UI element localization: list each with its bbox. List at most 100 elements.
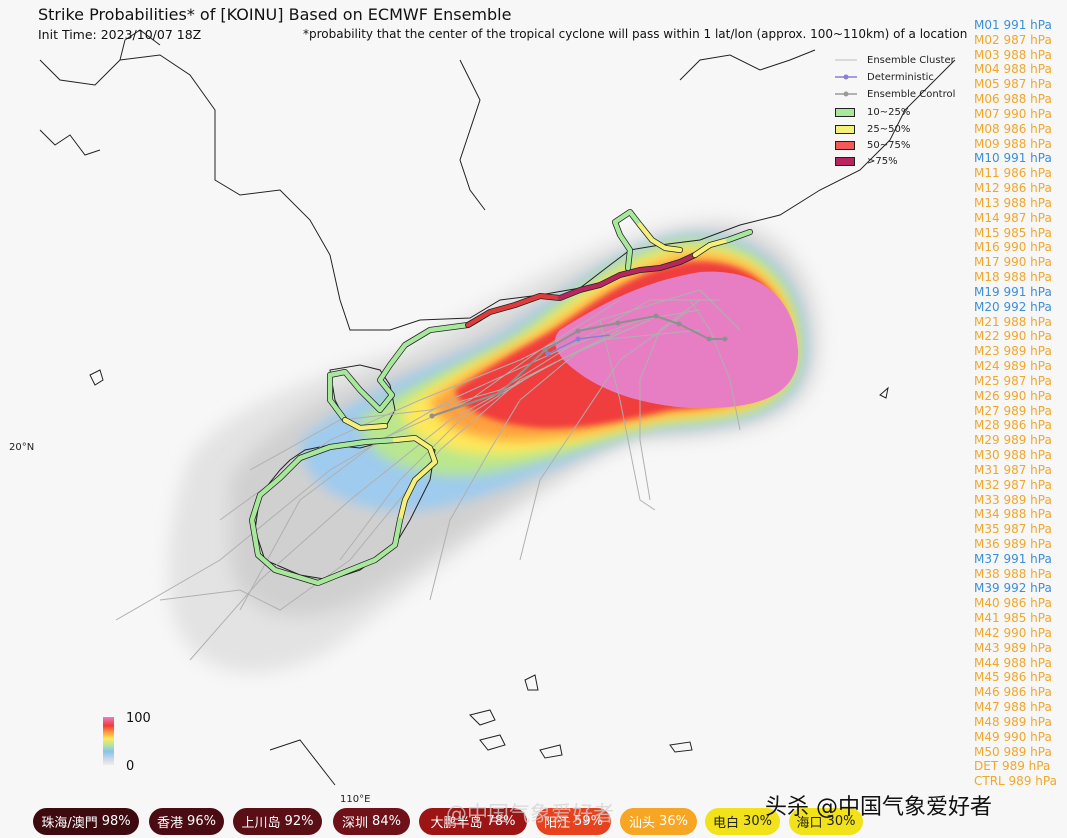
city-probability-badge: 深圳 84% [333, 808, 410, 835]
city-name: 上川岛 [241, 816, 281, 831]
city-probability-value: 98% [101, 814, 131, 829]
member-pressure-item: M30 988 hPa [974, 448, 1052, 463]
longitude-label: 110°E [340, 794, 371, 805]
city-probability-value: 36% [659, 814, 688, 829]
legend-item-over-75: >75% [835, 154, 898, 168]
city-probability-badge: 海口 30% [789, 808, 863, 835]
member-pressure-item: M08 986 hPa [974, 121, 1052, 136]
member-pressure-item: M33 989 hPa [974, 492, 1052, 507]
member-pressure-item: M50 989 hPa [974, 744, 1052, 759]
city-probability-badge: 阳江 59% [536, 808, 611, 835]
probability-colorbar [103, 717, 114, 765]
ensemble-control-track [429, 313, 728, 419]
legend-item-deterministic: Deterministic [835, 70, 934, 84]
city-probability-badge: 上川岛 92% [233, 808, 322, 835]
member-pressure-item: CTRL 989 hPa [974, 774, 1057, 789]
legend-item-25-50: 25~50% [835, 122, 910, 136]
swatch-icon [835, 124, 855, 134]
city-probability-value: 84% [372, 814, 401, 829]
coastal-probability-outline [249, 209, 753, 586]
member-pressure-item: M21 988 hPa [974, 314, 1052, 329]
ensemble-cluster-tracks [115, 289, 741, 661]
member-pressure-item: M44 988 hPa [974, 655, 1052, 670]
legend-label: Ensemble Control [867, 88, 956, 100]
swatch-icon [835, 140, 855, 150]
city-name: 电白 [713, 816, 740, 831]
member-pressure-item: M48 989 hPa [974, 714, 1052, 729]
member-pressure-item: M24 989 hPa [974, 359, 1052, 374]
member-pressure-item: M05 987 hPa [974, 77, 1052, 92]
credit-watermark: 头杀 @中国气象爱好者 [765, 795, 992, 820]
member-pressure-item: M16 990 hPa [974, 240, 1052, 255]
member-pressure-item: M28 986 hPa [974, 418, 1052, 433]
member-pressure-item: M04 988 hPa [974, 62, 1052, 77]
member-pressure-item: M19 991 hPa [974, 284, 1052, 299]
member-pressure-item: M49 990 hPa [974, 729, 1052, 744]
member-pressure-item: M39 992 hPa [974, 581, 1052, 596]
member-pressure-item: M11 986 hPa [974, 166, 1052, 181]
member-pressure-item: M22 990 hPa [974, 329, 1052, 344]
city-probability-value: 78% [486, 814, 516, 829]
map-legend: Ensemble Cluster Deterministic Ensemble … [835, 53, 961, 171]
member-pressure-item: M18 988 hPa [974, 270, 1052, 285]
init-time: Init Time: 2023/10/07 18Z [38, 27, 202, 42]
city-name: 深圳 [342, 816, 369, 831]
member-pressure-item: M17 990 hPa [974, 255, 1052, 270]
ensemble-cluster-line-icon [835, 55, 857, 65]
member-pressure-item: M29 989 hPa [974, 433, 1052, 448]
member-pressure-item: M23 989 hPa [974, 344, 1052, 359]
member-pressure-item: M31 987 hPa [974, 462, 1052, 477]
legend-item-ensemble-control: Ensemble Control [835, 87, 955, 101]
city-name: 珠海/澳門 [41, 816, 98, 831]
member-pressure-item: M43 989 hPa [974, 640, 1052, 655]
legend-item-10-25: 10~25% [835, 105, 910, 119]
member-pressure-item: M32 987 hPa [974, 477, 1052, 492]
city-probability-value: 30% [743, 814, 772, 829]
member-pressure-item: DET 989 hPa [974, 759, 1051, 774]
colorbar-max-label: 100 [126, 711, 151, 726]
legend-label: Ensemble Cluster [867, 54, 955, 66]
member-pressure-item: M07 990 hPa [974, 106, 1052, 121]
city-probability-value: 92% [284, 814, 314, 829]
member-pressure-item: M14 987 hPa [974, 210, 1052, 225]
member-pressure-item: M46 986 hPa [974, 685, 1052, 700]
member-pressure-item: M38 988 hPa [974, 566, 1052, 581]
member-pressure-item: M10 991 hPa [974, 151, 1052, 166]
member-pressure-item: M20 992 hPa [974, 299, 1052, 314]
member-pressure-item: M13 988 hPa [974, 195, 1052, 210]
member-pressure-item: M02 987 hPa [974, 32, 1052, 47]
city-probability-badge: 大鹏半岛 78% [419, 808, 527, 835]
city-probability-badge: 电白 30% [705, 808, 780, 835]
city-probability-badge: 汕头 36% [620, 808, 697, 835]
member-pressure-item: M15 985 hPa [974, 225, 1052, 240]
colorbar-min-label: 0 [126, 759, 135, 774]
legend-label: 10~25% [867, 106, 911, 118]
city-name: 香港 [157, 816, 184, 831]
ensemble-member-list: M01 991 hPa M02 987 hPa M03 988 hPa M04 988… [974, 18, 1067, 789]
city-name: 阳江 [544, 816, 571, 831]
city-probability-value: 59% [574, 814, 603, 829]
ensemble-control-line-icon [835, 89, 857, 99]
member-pressure-item: M09 988 hPa [974, 136, 1052, 151]
member-pressure-item: M12 986 hPa [974, 181, 1052, 196]
probability-footnote: *probability that the center of the trop… [303, 27, 968, 41]
city-probability-badge: 珠海/澳門 98% [33, 808, 139, 835]
deterministic-track [545, 334, 611, 357]
member-pressure-item: M03 988 hPa [974, 47, 1052, 62]
legend-item-ensemble-cluster: Ensemble Cluster [835, 53, 955, 67]
member-pressure-item: M06 988 hPa [974, 92, 1052, 107]
legend-label: 25~50% [867, 123, 911, 135]
member-pressure-item: M25 987 hPa [974, 373, 1052, 388]
member-pressure-item: M35 987 hPa [974, 522, 1052, 537]
member-pressure-item: M27 989 hPa [974, 403, 1052, 418]
legend-label: 50~75% [867, 139, 911, 151]
legend-item-50-75: 50~75% [835, 138, 910, 152]
map-title: Strike Probabilities* of [KOINU] Based o… [38, 5, 512, 24]
member-pressure-item: M36 989 hPa [974, 536, 1052, 551]
swatch-icon [835, 156, 855, 166]
city-name: 海口 [796, 816, 823, 831]
member-pressure-item: M41 985 hPa [974, 611, 1052, 626]
member-pressure-item: M37 991 hPa [974, 551, 1052, 566]
faint-watermark: @中国气象爱好者 [446, 802, 614, 826]
